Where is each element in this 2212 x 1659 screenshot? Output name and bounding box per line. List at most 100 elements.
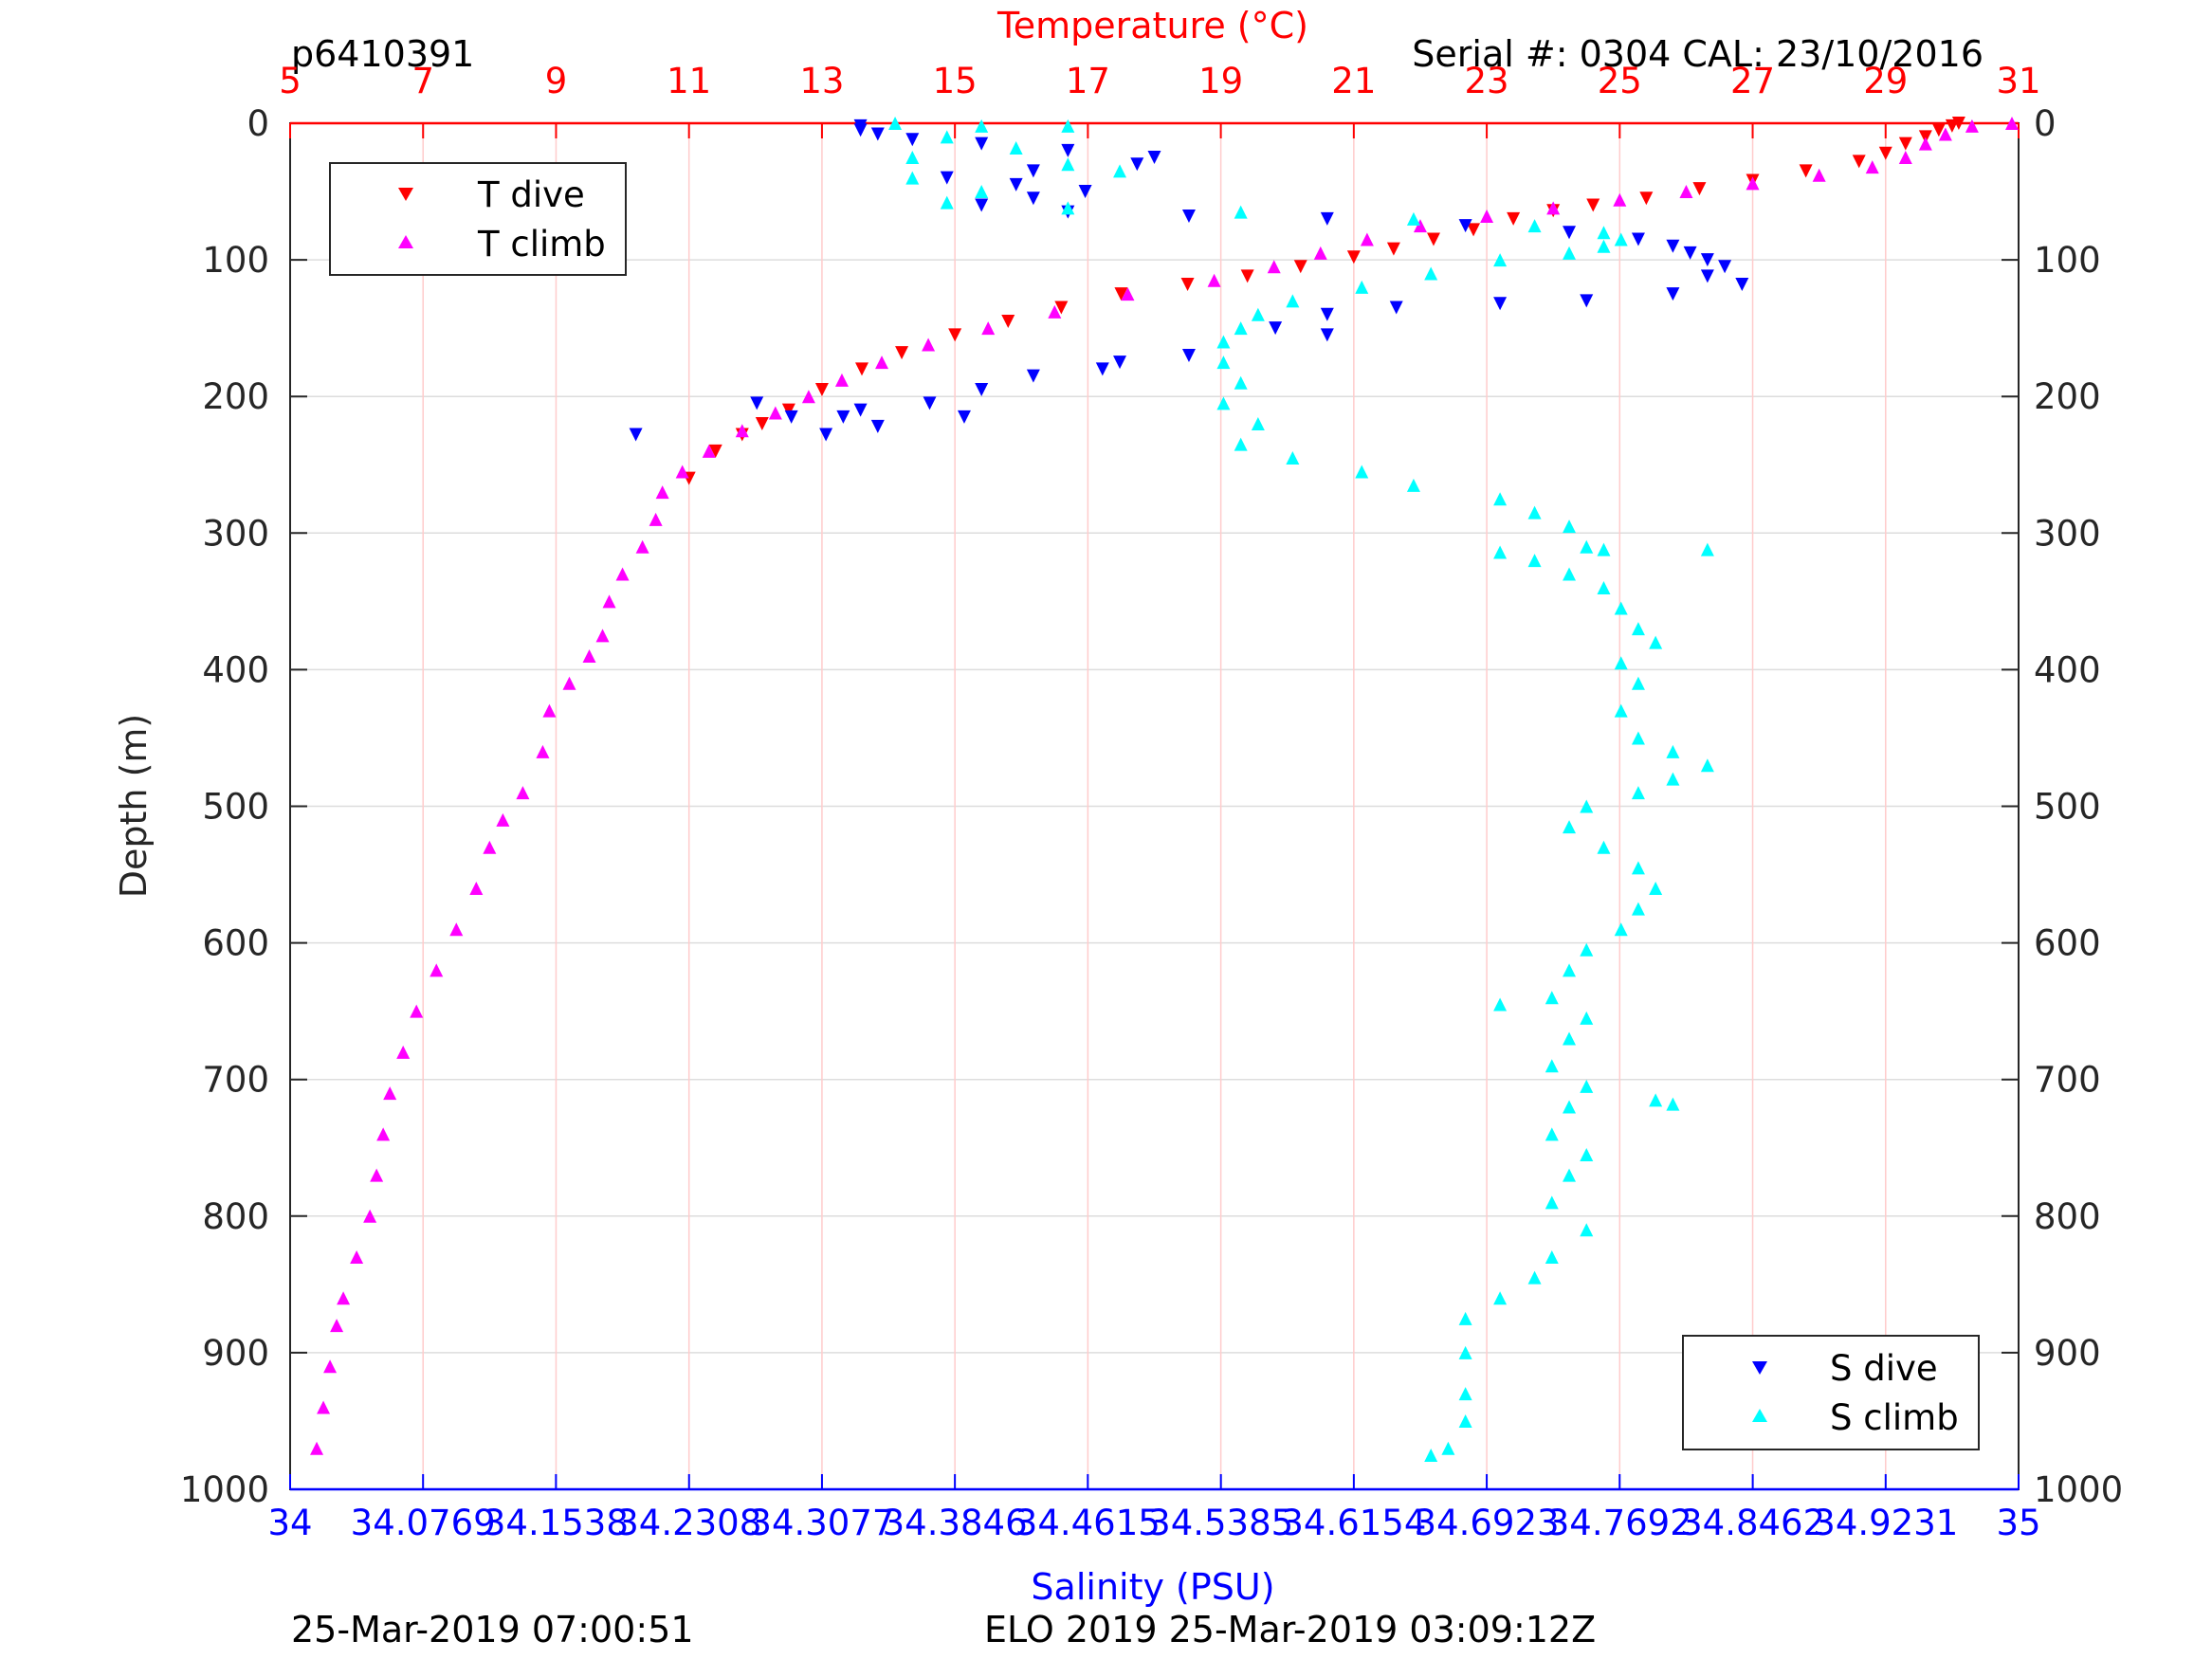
t-climb-point	[1546, 201, 1561, 215]
s-climb-point	[1580, 1079, 1594, 1093]
t-climb-point	[1121, 287, 1135, 301]
t-climb-point	[649, 512, 663, 526]
serial-cal-label: Serial #: 0304 CAL: 23/10/2016	[1412, 33, 1983, 75]
depth-tick-label-right: 800	[2034, 1196, 2101, 1237]
s-dive-point	[1700, 269, 1714, 283]
s-climb-point	[1286, 451, 1300, 465]
s-climb-point	[1009, 140, 1023, 155]
legend-t-dive-marker	[398, 188, 413, 201]
temperature-tick-label: 15	[933, 61, 978, 101]
legend-s-climb-label: S climb	[1830, 1397, 1959, 1438]
t-climb-point	[376, 1127, 391, 1141]
temperature-tick-label: 19	[1198, 61, 1243, 101]
s-climb-point	[1545, 991, 1559, 1005]
s-dive-point	[905, 133, 920, 147]
t-dive-point	[1507, 211, 1521, 226]
depth-tick-label: 1000	[180, 1469, 269, 1510]
s-climb-point	[1527, 219, 1542, 233]
depth-tick-label: 500	[202, 787, 269, 828]
t-climb-point	[1679, 185, 1693, 199]
s-climb-point	[1666, 1097, 1680, 1111]
depth-tick-label: 400	[202, 649, 269, 690]
s-dive-point	[1580, 294, 1594, 308]
s-climb-point	[1493, 997, 1508, 1012]
temperature-tick-label: 23	[1465, 61, 1509, 101]
t-dive-point	[1799, 164, 1813, 178]
s-climb-point	[1666, 772, 1680, 786]
grid-layer	[290, 123, 2019, 1489]
t-dive-point	[755, 417, 769, 431]
t-climb-point	[582, 648, 596, 663]
s-climb-point	[1597, 226, 1611, 240]
t-climb-point	[542, 703, 557, 718]
s-dive-point	[750, 396, 764, 410]
s-dive-point	[836, 410, 850, 424]
t-dive-point	[1639, 191, 1654, 206]
s-climb-point	[1527, 505, 1542, 520]
t-climb-point	[1938, 127, 1952, 141]
t-dive-point	[1898, 137, 1912, 151]
s-dive-point	[1026, 191, 1040, 206]
s-climb-point	[1493, 1291, 1508, 1305]
t-dive-point	[1114, 287, 1128, 301]
s-dive-point	[1493, 297, 1508, 311]
t-climb-point	[1812, 168, 1826, 182]
temperature-tick-label: 7	[411, 61, 434, 101]
t-climb-point	[1746, 176, 1760, 191]
t-climb-point	[337, 1291, 351, 1305]
temperature-tick-label: 31	[1996, 61, 2040, 101]
legend-s-dive-marker	[1752, 1361, 1767, 1375]
t-dive-point	[1931, 123, 1946, 137]
t-dive-point	[1467, 223, 1481, 237]
depth-tick-label: 800	[202, 1196, 269, 1237]
t-dive-point	[854, 362, 868, 376]
s-dive-point	[1009, 177, 1023, 191]
s-dive-point	[1320, 211, 1334, 226]
s-dive-point	[975, 382, 989, 396]
s-climb-point	[1666, 744, 1680, 758]
depth-tick-label-right: 0	[2034, 103, 2057, 144]
t-dive-point	[1001, 314, 1015, 328]
footer-mission-label: ELO 2019 25-Mar-2019 03:09:12Z	[984, 1609, 1596, 1650]
temperature-tick-label: 17	[1066, 61, 1110, 101]
t-dive-point	[1586, 198, 1600, 212]
s-climb-point	[1614, 601, 1628, 615]
s-climb-point	[1216, 335, 1231, 349]
s-dive-point	[784, 410, 798, 424]
s-dive-point	[1666, 287, 1680, 301]
legend-salinity-box	[1682, 1335, 1980, 1450]
depth-tick-label-right: 100	[2034, 240, 2101, 281]
s-climb-point	[1216, 396, 1231, 410]
t-climb-point	[1918, 137, 1932, 151]
depth-tick-label-right: 400	[2034, 649, 2101, 690]
t-climb-point	[383, 1086, 397, 1101]
s-climb-point	[1545, 1195, 1559, 1210]
s-climb-point	[940, 195, 954, 210]
t-climb-point	[1613, 192, 1627, 207]
s-climb-point	[1251, 307, 1265, 321]
t-climb-point	[317, 1400, 331, 1414]
salinity-tick-label: 34	[267, 1503, 312, 1543]
t-climb-point	[370, 1168, 384, 1182]
s-dive-point	[1563, 226, 1577, 240]
t-climb-point	[449, 922, 464, 937]
s-climb-point	[1631, 902, 1645, 916]
s-climb-point	[1597, 580, 1611, 594]
s-climb-point	[1597, 840, 1611, 854]
s-dive-point	[923, 396, 937, 410]
temperature-axis-label: Temperature (°C)	[996, 5, 1308, 46]
depth-tick-label: 0	[247, 103, 269, 144]
s-climb-point	[1649, 1093, 1663, 1107]
s-climb-point	[1527, 1270, 1542, 1285]
legend-s-climb-marker	[1752, 1409, 1767, 1422]
t-dive-point	[948, 328, 962, 342]
temperature-tick-label: 21	[1331, 61, 1376, 101]
s-climb-point	[1580, 1147, 1594, 1161]
s-dive-point	[1026, 369, 1040, 383]
salinity-tick-label: 35	[1996, 1503, 2040, 1543]
footer-timestamp: 25-Mar-2019 07:00:51	[291, 1609, 694, 1650]
temperature-tick-label: 29	[1863, 61, 1908, 101]
s-climb-point	[1545, 1059, 1559, 1073]
t-dive-point	[1346, 250, 1361, 264]
s-climb-point	[1614, 922, 1628, 937]
